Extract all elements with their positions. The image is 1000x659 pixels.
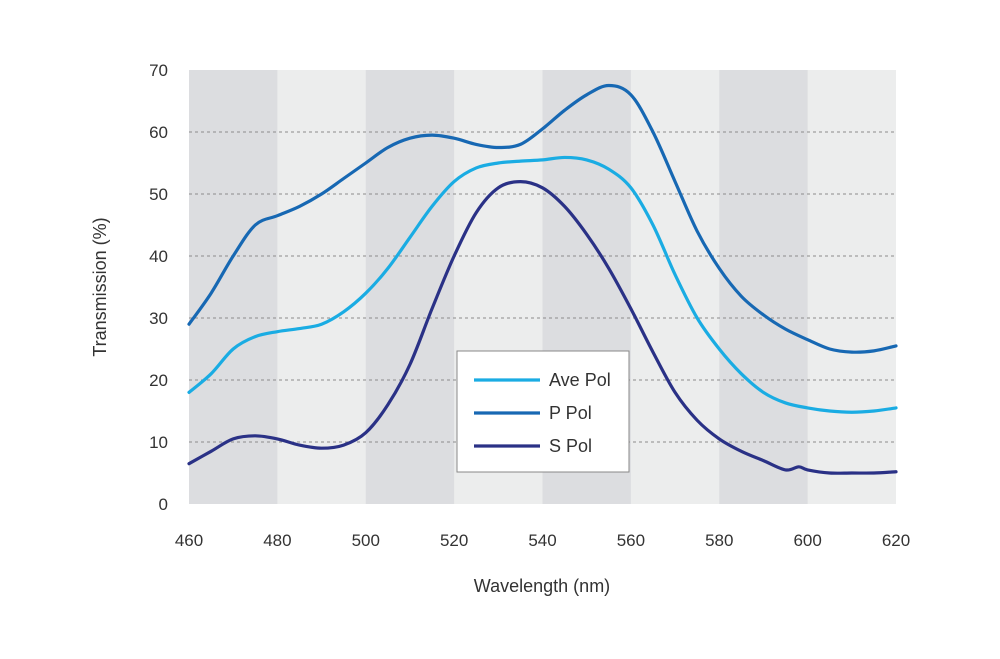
x-tick-label: 520 bbox=[440, 531, 468, 550]
x-tick-label: 620 bbox=[882, 531, 910, 550]
series-layer bbox=[187, 83, 898, 475]
legend-label: P Pol bbox=[549, 403, 592, 423]
y-tick-label: 70 bbox=[149, 61, 168, 80]
x-tick-label: 460 bbox=[175, 531, 203, 550]
y-axis-title: Transmission (%) bbox=[90, 217, 110, 356]
legend-label: Ave Pol bbox=[549, 370, 611, 390]
y-tick-label: 60 bbox=[149, 123, 168, 142]
gridlines bbox=[189, 131, 896, 443]
legend: Ave Pol P Pol S Pol bbox=[456, 350, 630, 473]
y-tick-label: 20 bbox=[149, 371, 168, 390]
x-tick-label: 560 bbox=[617, 531, 645, 550]
y-tick-labels: 0 10 20 30 40 50 60 70 bbox=[149, 61, 168, 514]
x-axis-title: Wavelength (nm) bbox=[474, 576, 610, 596]
x-tick-label: 540 bbox=[528, 531, 556, 550]
y-tick-label: 0 bbox=[159, 495, 168, 514]
background-band bbox=[189, 70, 278, 504]
series-line-ave-pol bbox=[187, 155, 898, 414]
x-tick-label: 580 bbox=[705, 531, 733, 550]
series-line-s-pol bbox=[187, 180, 898, 475]
x-tick-label: 480 bbox=[263, 531, 291, 550]
y-tick-label: 30 bbox=[149, 309, 168, 328]
y-tick-label: 10 bbox=[149, 433, 168, 452]
x-tick-label: 500 bbox=[352, 531, 380, 550]
legend-label: S Pol bbox=[549, 436, 592, 456]
series-line-p-pol bbox=[187, 83, 898, 354]
x-tick-label: 600 bbox=[793, 531, 821, 550]
y-tick-label: 50 bbox=[149, 185, 168, 204]
x-tick-labels: 460 480 500 520 540 560 580 600 620 bbox=[175, 531, 910, 550]
y-tick-label: 40 bbox=[149, 247, 168, 266]
